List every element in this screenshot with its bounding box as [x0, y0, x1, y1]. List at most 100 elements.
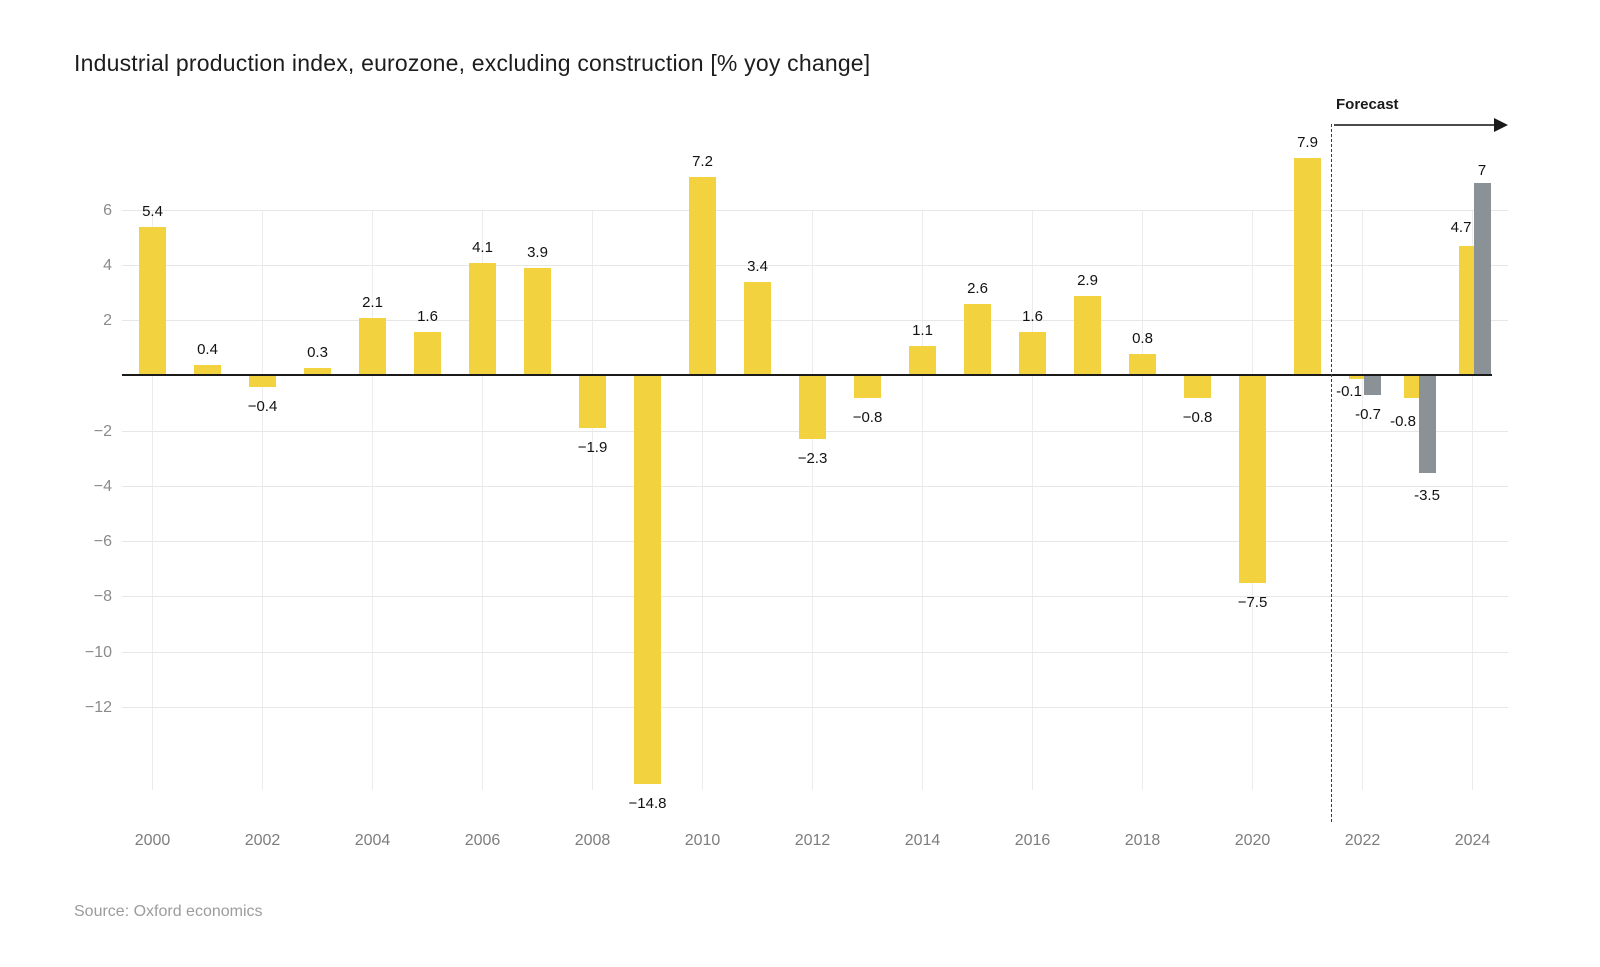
bar-value-label: 4.1 — [472, 238, 493, 256]
bar-2022-gray — [1363, 376, 1381, 396]
bar-value-label: 4.7 — [1450, 219, 1472, 237]
x-tick-label: 2008 — [574, 832, 611, 849]
y-tick-label: 6 — [103, 201, 112, 219]
source-label: Source: Oxford economics — [74, 903, 263, 920]
bar-2010-yellow — [689, 177, 716, 376]
bar-value-label: 5.4 — [142, 202, 163, 220]
x-tick-label: 2010 — [684, 832, 721, 849]
bar-2023-yellow — [1403, 376, 1419, 399]
v-gridline — [1472, 210, 1473, 790]
x-tick-label: 2012 — [794, 832, 831, 849]
bar-value-label: -0.7 — [1355, 406, 1381, 424]
v-gridline — [482, 210, 483, 790]
bar-value-label: −2.3 — [797, 450, 828, 468]
v-gridline — [372, 210, 373, 790]
bar-2004-yellow — [359, 318, 386, 376]
x-tick-label: 2004 — [354, 832, 391, 849]
bar-2001-yellow — [194, 364, 221, 376]
bar-2007-yellow — [524, 268, 551, 376]
bar-2006-yellow — [469, 262, 496, 376]
x-tick-label: 2024 — [1454, 832, 1491, 849]
bar-value-label: 7 — [1477, 161, 1487, 179]
bar-value-label: −14.8 — [628, 795, 667, 813]
bar-value-label: 0.3 — [307, 343, 328, 361]
bar-2018-yellow — [1129, 353, 1156, 376]
bar-value-label: −7.5 — [1237, 594, 1268, 611]
bar-2014-yellow — [909, 345, 936, 376]
bar-2011-yellow — [744, 282, 771, 376]
forecast-label: Forecast — [1336, 96, 1399, 113]
x-tick-label: 2016 — [1014, 832, 1051, 849]
bar-value-label: 2.1 — [362, 294, 383, 312]
bar-value-label: 2.6 — [967, 280, 988, 298]
bar-value-label: −1.9 — [577, 439, 608, 457]
y-tick-label: −10 — [84, 643, 112, 661]
y-tick-label: −2 — [93, 422, 112, 440]
h-gridline — [122, 541, 1508, 543]
h-gridline — [122, 485, 1508, 487]
bar-2022-yellow — [1348, 376, 1364, 379]
bar-2023-gray — [1418, 376, 1436, 473]
y-tick-label: −12 — [84, 698, 112, 716]
v-gridline — [812, 210, 813, 790]
v-gridline — [1362, 210, 1363, 790]
h-gridline — [122, 265, 1508, 267]
h-gridline — [122, 651, 1508, 653]
v-gridline — [1032, 210, 1033, 790]
bar-value-label: 1.6 — [417, 307, 438, 325]
bar-2002-yellow — [249, 376, 276, 388]
bar-2020-yellow — [1239, 376, 1266, 583]
x-tick-label: 2022 — [1344, 832, 1381, 849]
bar-2000-yellow — [139, 226, 166, 376]
v-gridline — [262, 210, 263, 790]
x-tick-label: 2014 — [904, 832, 941, 849]
x-axis-zero-line — [122, 374, 1492, 376]
bar-value-label: 7.2 — [692, 153, 713, 171]
bar-2008-yellow — [579, 376, 606, 429]
forecast-divider-dashed-line — [1331, 124, 1332, 822]
v-gridline — [592, 210, 593, 790]
bar-2005-yellow — [414, 331, 441, 376]
bar-2012-yellow — [799, 376, 826, 440]
bar-value-label: −0.8 — [1182, 409, 1213, 427]
forecast-arrow-line — [1334, 124, 1495, 126]
h-gridline — [122, 706, 1508, 708]
x-tick-label: 2000 — [134, 832, 171, 849]
y-tick-label: −6 — [93, 533, 112, 551]
x-tick-label: 2020 — [1234, 832, 1271, 849]
bar-2013-yellow — [854, 376, 881, 399]
bar-2019-yellow — [1184, 376, 1211, 399]
x-tick-label: 2002 — [244, 832, 281, 849]
v-gridline — [1142, 210, 1143, 790]
h-gridline — [122, 209, 1508, 211]
y-tick-label: −8 — [93, 588, 112, 606]
bar-value-label: -3.5 — [1414, 486, 1440, 504]
bar-2017-yellow — [1074, 295, 1101, 376]
bar-2021-yellow — [1294, 157, 1321, 376]
bar-value-label: 7.9 — [1297, 133, 1318, 151]
forecast-arrow-head-icon — [1494, 118, 1508, 132]
bar-value-label: 2.9 — [1077, 271, 1098, 289]
bar-value-label: -0.8 — [1390, 413, 1416, 431]
bar-2016-yellow — [1019, 331, 1046, 376]
bar-value-label: −0.4 — [247, 398, 278, 416]
x-tick-label: 2018 — [1124, 832, 1161, 849]
bar-value-label: 1.1 — [912, 321, 933, 339]
v-gridline — [152, 210, 153, 790]
bar-value-label: -0.1 — [1336, 382, 1362, 400]
v-gridline — [922, 210, 923, 790]
y-tick-label: 2 — [103, 312, 112, 330]
h-gridline — [122, 596, 1508, 598]
x-tick-label: 2006 — [464, 832, 501, 849]
bar-2024-yellow — [1458, 246, 1474, 376]
bar-2015-yellow — [964, 304, 991, 376]
bar-2009-yellow — [634, 376, 661, 785]
y-tick-label: 4 — [103, 257, 112, 275]
bar-value-label: 3.4 — [747, 258, 768, 276]
bar-2024-gray — [1473, 182, 1491, 376]
chart-title: Industrial production index, eurozone, e… — [74, 50, 871, 76]
bar-value-label: 0.4 — [197, 340, 218, 358]
y-tick-label: −4 — [93, 477, 112, 495]
